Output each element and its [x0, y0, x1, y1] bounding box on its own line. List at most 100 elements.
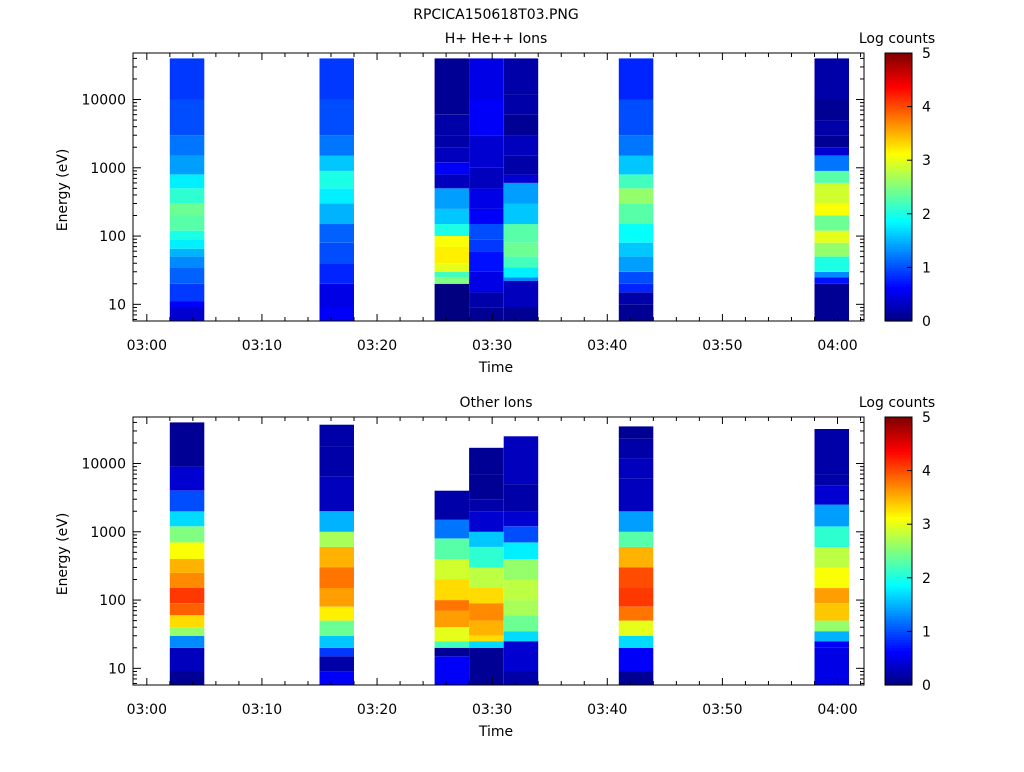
heatmap-cell — [503, 242, 539, 257]
colorbar-segment — [885, 650, 912, 654]
heatmap-cell — [319, 656, 354, 672]
heatmap-cell — [169, 203, 205, 216]
colorbar-segment — [885, 245, 912, 250]
colorbar-segment — [885, 125, 912, 129]
heatmap-cell — [319, 170, 354, 189]
colorbar-segment — [885, 315, 912, 319]
heatmap-cell — [469, 292, 504, 308]
colorbar-segment — [885, 259, 912, 263]
heatmap-cell — [319, 567, 354, 589]
heatmap-cell — [169, 526, 205, 543]
heatmap-cell — [169, 267, 205, 284]
heatmap-cell — [169, 188, 205, 204]
heatmap-cell — [814, 603, 849, 621]
heatmap-cell — [169, 174, 205, 189]
colorbar-segment — [885, 618, 912, 622]
heatmap-cell — [503, 542, 539, 559]
heatmap-cell — [469, 135, 504, 168]
heatmap-cell — [434, 600, 470, 611]
colorbar-segment — [885, 69, 912, 73]
colorbar-segment — [885, 510, 912, 515]
colorbar-segment — [885, 95, 912, 100]
x-axis-label: Time — [478, 360, 513, 376]
colorbar-segment — [885, 500, 912, 504]
colorbar-segment — [885, 467, 912, 472]
heatmap-cell — [618, 606, 654, 621]
heatmap-cell — [814, 155, 849, 171]
heatmap-cell — [469, 499, 504, 512]
y-tick-label: 10 — [108, 297, 126, 313]
heatmap-cell — [814, 588, 849, 604]
heatmap-cell — [618, 99, 654, 136]
colorbar-segment — [885, 141, 912, 145]
heatmap-cell — [469, 208, 504, 224]
heatmap-cell — [814, 283, 849, 321]
colorbar-segment — [885, 607, 912, 611]
colorbar-label: Log counts — [859, 395, 935, 411]
colorbar-segment — [885, 146, 912, 151]
colorbar: 0 1 2 3 4 5 — [884, 46, 931, 330]
colorbar-segment — [885, 652, 912, 657]
colorbar-segment — [885, 216, 912, 220]
colorbar-segment — [885, 609, 912, 614]
colorbar-segment — [885, 588, 912, 592]
heatmap-cell — [503, 256, 539, 268]
heatmap-cell — [434, 236, 470, 247]
colorbar-segment — [885, 502, 912, 507]
y-tick-label: 10000 — [81, 93, 126, 109]
colorbar-segment — [885, 256, 912, 260]
x-tick-label: 03:30 — [472, 702, 512, 718]
heatmap-cell — [503, 135, 539, 156]
heatmap-cell — [503, 267, 539, 278]
heatmap-cell — [503, 114, 539, 136]
colorbar-segment — [885, 459, 912, 464]
heatmap-cell — [319, 99, 354, 136]
heatmap-cell — [319, 647, 354, 657]
heatmap-cell — [434, 283, 470, 321]
heatmap-cell — [319, 307, 354, 321]
heatmap-cell — [503, 579, 539, 601]
plot-frame — [132, 416, 865, 686]
x-tick-label: 03:00 — [127, 338, 167, 354]
colorbar-segment — [885, 642, 912, 646]
colorbar-segment — [885, 663, 912, 667]
colorbar-segment — [885, 205, 912, 210]
colorbar-segment — [885, 475, 912, 480]
colorbar-segment — [885, 227, 912, 231]
heatmap-cell — [169, 135, 205, 156]
heatmap-cell — [434, 271, 470, 278]
colorbar-segment — [885, 644, 912, 649]
heatmap-cell — [469, 474, 504, 500]
colorbar-segment — [885, 634, 912, 638]
heatmap-cell — [503, 511, 539, 527]
colorbar-segment — [885, 518, 912, 523]
heatmap-cell — [319, 58, 354, 100]
heatmap-cell — [814, 429, 849, 475]
heatmap-cell — [319, 546, 354, 568]
heatmap-cell — [169, 215, 205, 231]
colorbar-segment — [885, 224, 912, 228]
colorbar-segment — [885, 668, 912, 673]
panel-title: H+ He++ Ions — [445, 31, 548, 47]
colorbar-segment — [885, 93, 912, 97]
heatmap-cell — [814, 170, 849, 183]
colorbar-segment — [885, 473, 912, 477]
heatmap-cell — [814, 647, 849, 685]
colorbar-segment — [885, 187, 912, 191]
heatmap-cell — [434, 58, 470, 100]
colorbar-segment — [885, 114, 912, 118]
heatmap-cell — [169, 559, 205, 573]
colorbar-segment — [885, 430, 912, 434]
colorbar-segment — [885, 170, 912, 175]
heatmap-cell — [618, 292, 654, 305]
colorbar-segment — [885, 280, 912, 285]
colorbar-segment — [885, 61, 912, 65]
x-tick-label: 04:00 — [817, 702, 857, 718]
colorbar-tick-label: 2 — [922, 207, 931, 223]
heatmap-cell — [814, 215, 849, 231]
colorbar-segment — [885, 583, 912, 587]
colorbar-segment — [885, 262, 912, 266]
heatmap-cell — [319, 188, 354, 204]
heatmap-cell — [434, 641, 470, 648]
colorbar-segment — [885, 138, 912, 143]
